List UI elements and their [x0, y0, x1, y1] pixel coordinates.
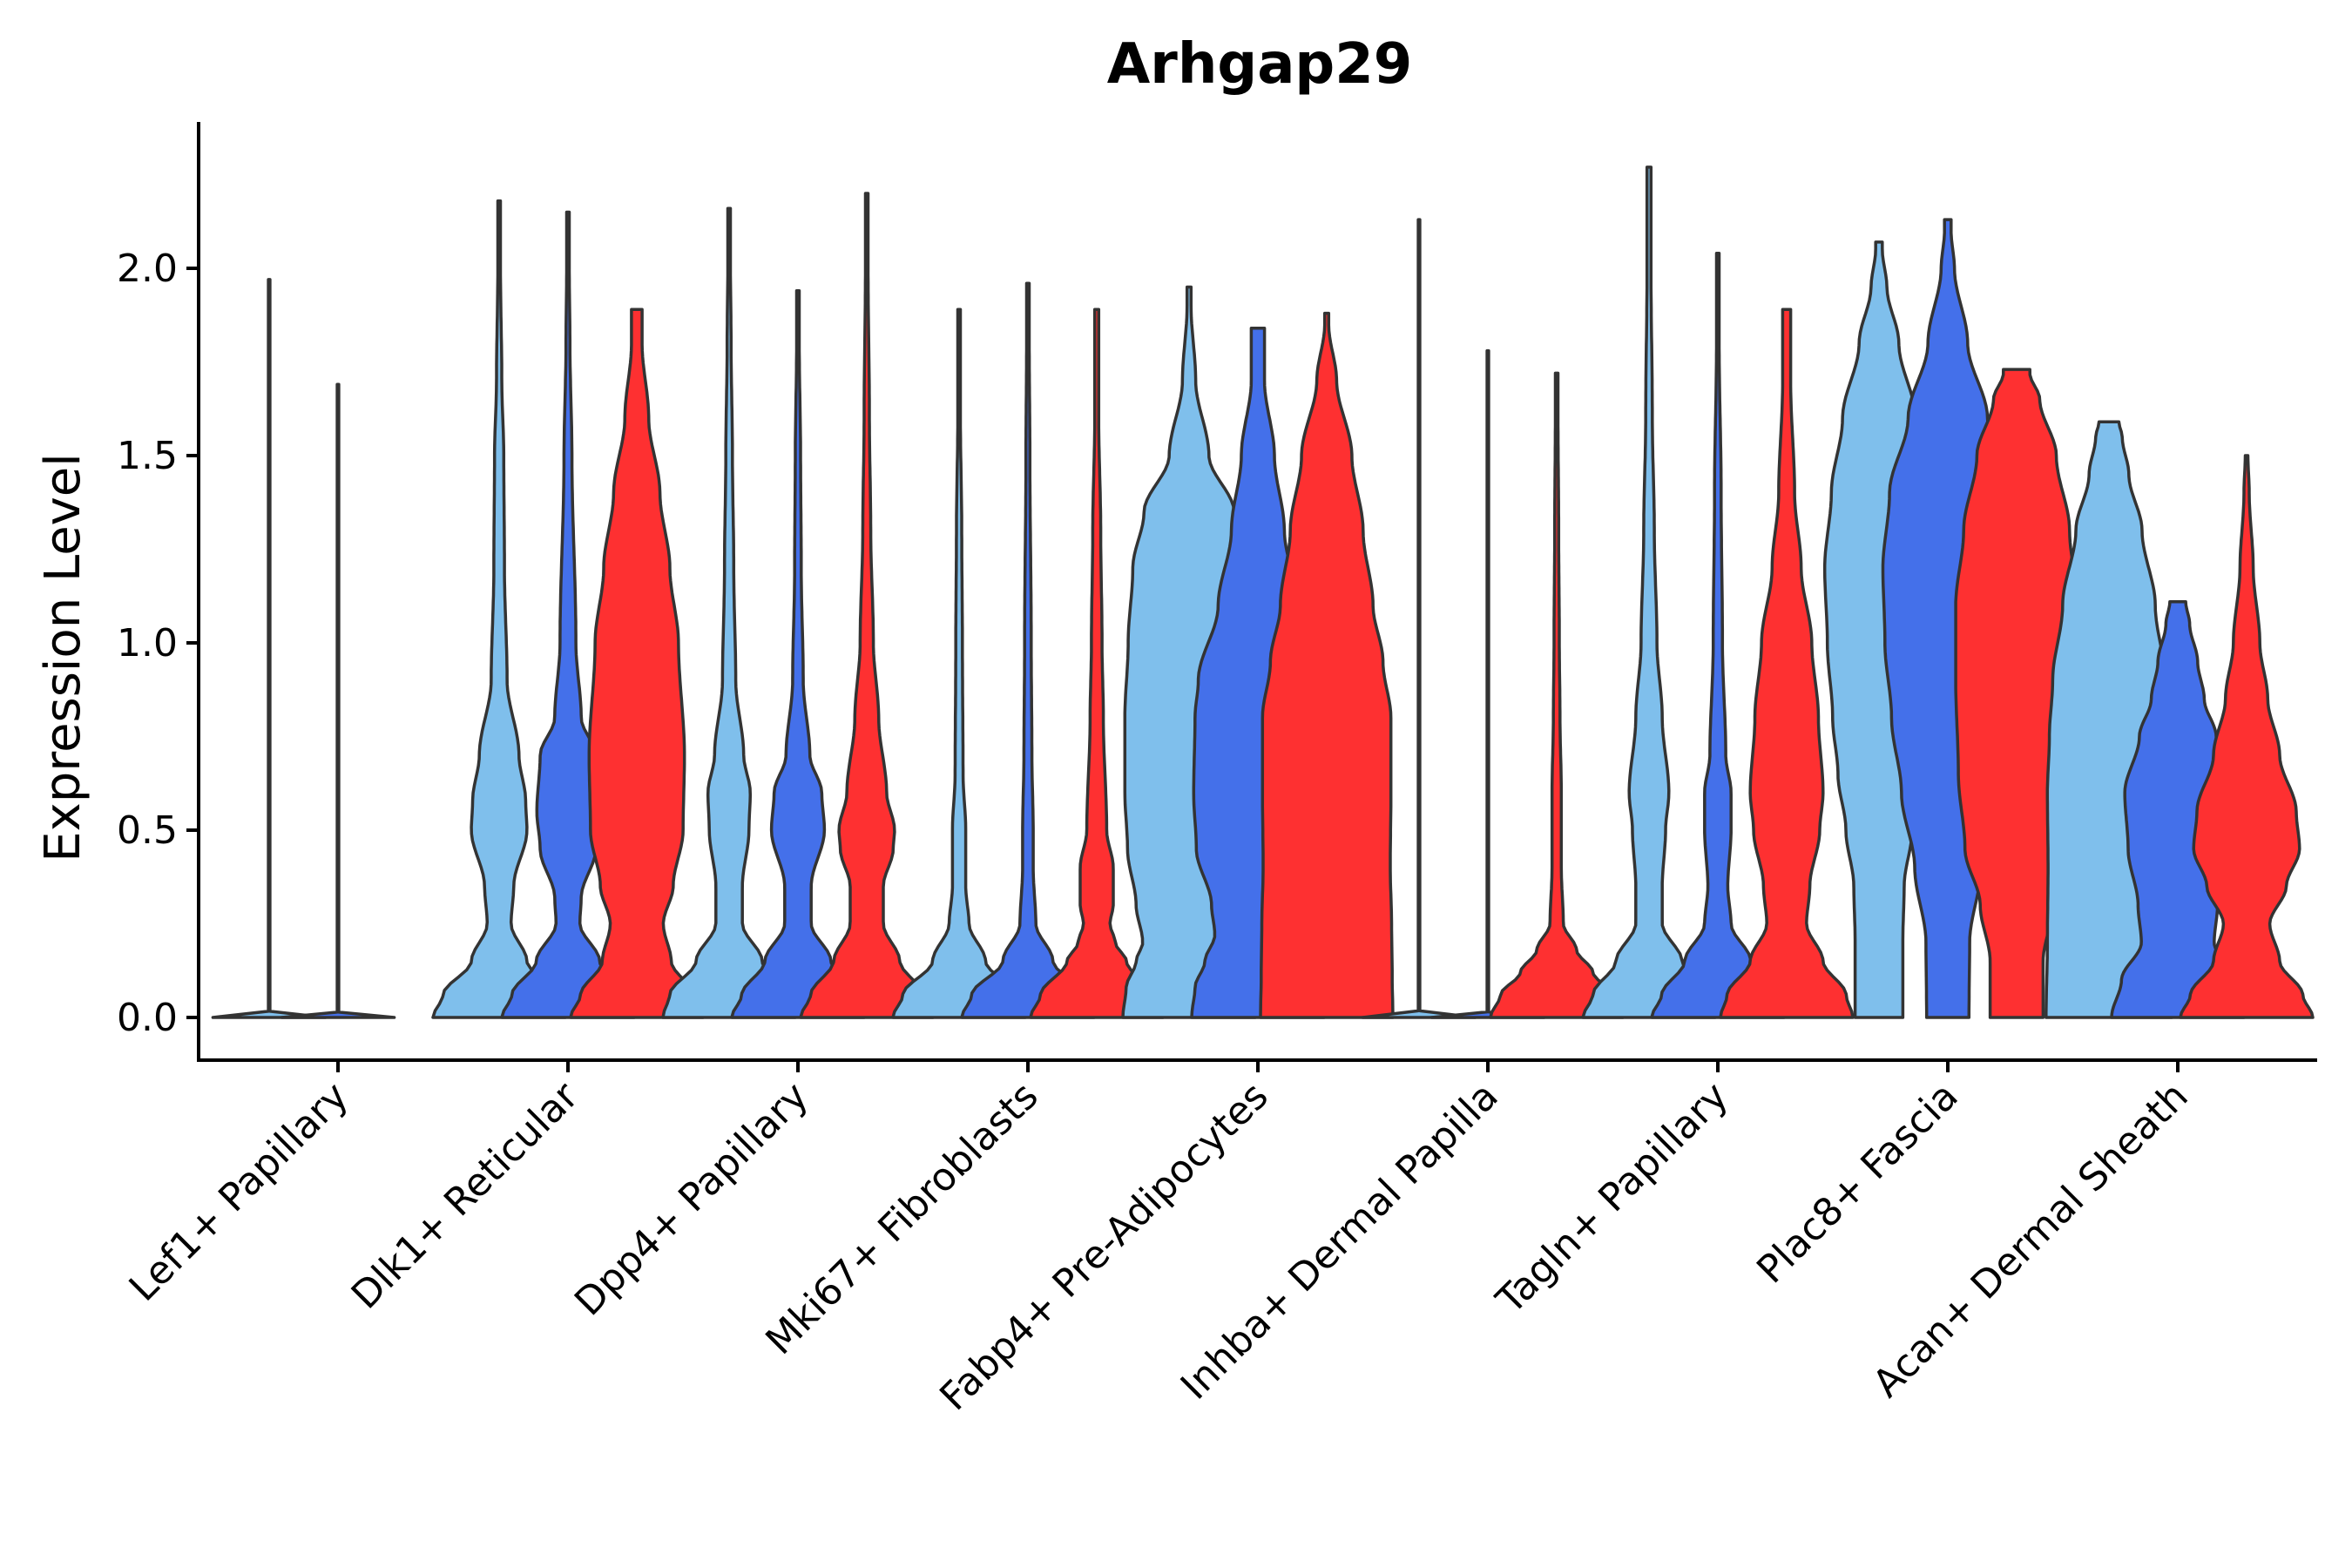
- x-tick-label: Tagln+ Papillary: [1488, 1074, 1737, 1323]
- violin-3-0: [891, 308, 1027, 1019]
- violin-8-2: [2179, 454, 2315, 1019]
- y-tick-label: 1.0: [117, 621, 178, 666]
- violin-5-0: [1361, 218, 1477, 1019]
- x-tick-label: Lef1+ Papillary: [121, 1074, 357, 1310]
- y-axis-label: Expression Level: [35, 453, 91, 862]
- chart-title: Arhgap29: [1107, 32, 1413, 97]
- violin-3-2: [1029, 308, 1165, 1019]
- violin-1-2: [569, 308, 705, 1019]
- violins-group: [211, 166, 2315, 1019]
- violin-4-2: [1259, 311, 1395, 1019]
- y-tick-label: 2.0: [117, 247, 178, 291]
- x-tick-label: Dlk1+ Reticular: [343, 1073, 588, 1318]
- violin-3-1: [960, 281, 1096, 1019]
- x-tick-label: Dpp4+ Papillary: [566, 1074, 817, 1325]
- y-tick-label: 0.5: [117, 808, 178, 853]
- violin-2-2: [799, 192, 935, 1019]
- y-tick-label: 0.0: [117, 996, 178, 1040]
- violin-5-1: [1429, 348, 1546, 1019]
- violin-0-1: [280, 382, 396, 1019]
- violin-6-2: [1719, 308, 1855, 1019]
- violin-0-0: [211, 278, 328, 1019]
- x-tick-label: Plac8+ Fascia: [1748, 1074, 1967, 1293]
- y-tick-label: 1.5: [117, 434, 178, 478]
- y-axis: 0.0 0.5 1.0 1.5 2.0: [117, 122, 200, 1060]
- violin-2-0: [661, 206, 797, 1019]
- violin-5-2: [1489, 371, 1625, 1019]
- violin-1-0: [431, 199, 567, 1019]
- violin-6-0: [1581, 166, 1717, 1019]
- violin-6-1: [1650, 252, 1786, 1019]
- violin-2-1: [730, 289, 866, 1019]
